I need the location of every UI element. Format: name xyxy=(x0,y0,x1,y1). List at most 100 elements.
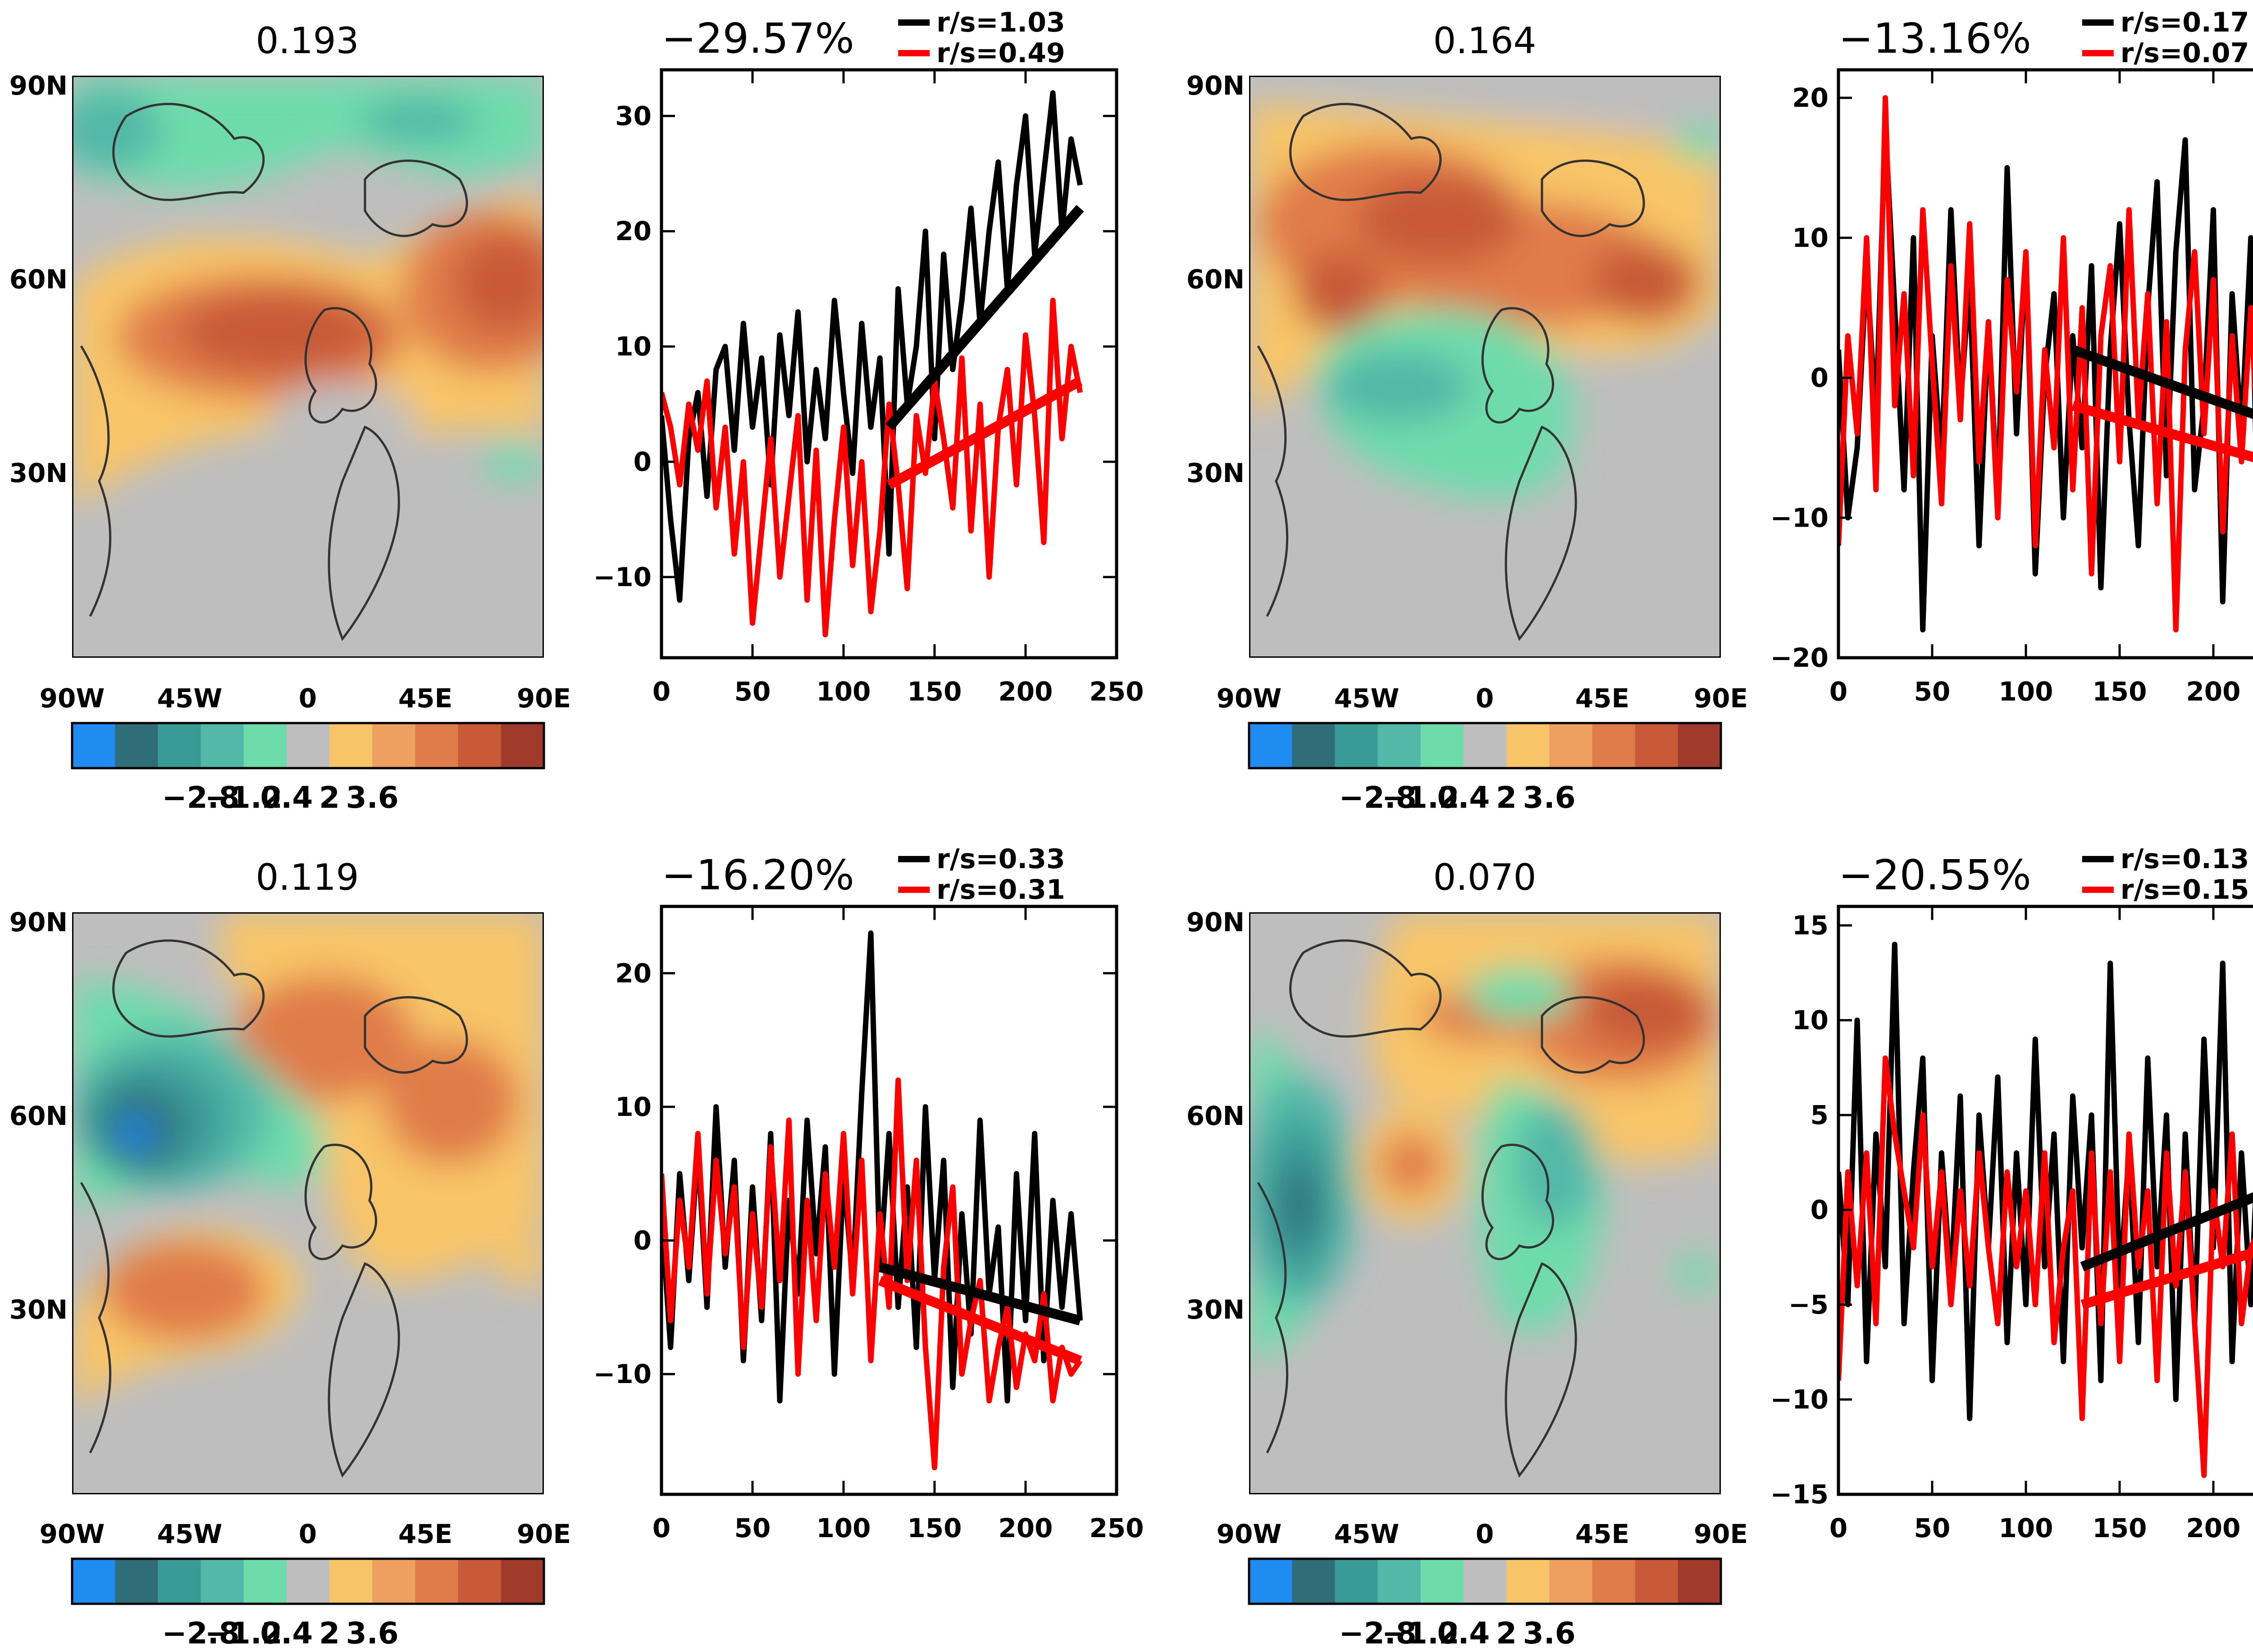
series-line-red-trend xyxy=(886,377,1083,489)
map-panel-2: 0.164 90N 60N 30N 90W xyxy=(1186,20,1748,815)
series-line-red xyxy=(1838,95,2253,633)
legend-label: r/s=0.49 xyxy=(936,37,1065,69)
colorbar-swatch xyxy=(1463,1559,1507,1604)
colorbar-swatch xyxy=(1635,723,1678,768)
colorbar-4: −2.8−1.20.4 2 3.6 xyxy=(1248,1557,1722,1651)
lon-label-90w: 90W xyxy=(1217,1519,1282,1549)
y-tick-label: −20 xyxy=(1770,642,1829,673)
timeseries-title: −29.57% xyxy=(661,14,854,63)
plot-frame xyxy=(660,68,1118,660)
x-tick-label: 150 xyxy=(2092,676,2147,707)
colorbar-swatch xyxy=(1635,1559,1678,1604)
lon-label-45w: 45W xyxy=(1334,1519,1400,1549)
lon-label-0: 0 xyxy=(1476,683,1494,714)
colorbar-label: −2.8 xyxy=(1339,780,1416,815)
colorbar-swatch xyxy=(458,723,502,768)
lon-label-90e: 90E xyxy=(1694,683,1748,714)
timeseries-title: −13.16% xyxy=(1838,14,2031,63)
x-tick-label: 50 xyxy=(734,1513,771,1543)
y-tick-label: 10 xyxy=(1792,223,1829,253)
colorbar-swatch xyxy=(1592,723,1636,768)
series-line-black xyxy=(1838,123,2253,633)
y-tick-label: −15 xyxy=(1770,1479,1829,1510)
y-tick-label: −10 xyxy=(593,1359,652,1389)
y-tick-label: 10 xyxy=(615,1092,652,1122)
lat-label-30n: 30N xyxy=(1186,1294,1245,1325)
map-panel-1: 0.193 90N 60N 30N 90W xyxy=(9,20,571,815)
y-tick-label: −5 xyxy=(1788,1289,1829,1320)
map-title-2: 0.164 xyxy=(1433,20,1536,62)
lon-label-45e: 45E xyxy=(398,683,452,714)
lat-label-60n: 60N xyxy=(9,264,68,295)
colorbar-label: 2 xyxy=(1496,780,1517,815)
x-tick-label: 0 xyxy=(1829,1513,1847,1543)
colorbar-swatch xyxy=(1249,1559,1292,1604)
x-tick-label: 0 xyxy=(1829,676,1847,707)
y-tick-label: 15 xyxy=(1792,910,1829,941)
colorbar-swatch xyxy=(243,723,287,768)
colorbar-swatch xyxy=(1420,723,1464,768)
lon-label-45w: 45W xyxy=(157,1519,223,1549)
y-tick-label: 20 xyxy=(615,958,652,988)
plot-frame xyxy=(660,905,1118,1496)
colorbar-swatch xyxy=(1335,1559,1378,1604)
colorbar-label: −1.2 xyxy=(1382,1616,1459,1651)
legend-label: r/s=0.13 xyxy=(2121,843,2249,875)
series-line-red xyxy=(661,1077,1083,1470)
y-tick-label: 0 xyxy=(634,1225,652,1256)
x-tick-label: 100 xyxy=(1998,676,2053,707)
legend-label: r/s=0.31 xyxy=(936,874,1065,906)
colorbar-label: 3.6 xyxy=(1523,1616,1576,1651)
colorbar-label: 0.4 xyxy=(260,1616,313,1651)
y-tick-label: 10 xyxy=(615,331,652,362)
colorbar-swatch xyxy=(415,723,459,768)
lon-label-90e: 90E xyxy=(1694,1519,1748,1549)
y-tick-label: 0 xyxy=(634,446,652,477)
colorbar-label: −1.2 xyxy=(205,1616,283,1651)
timeseries-title: −16.20% xyxy=(661,851,854,899)
lat-label-90n: 90N xyxy=(9,70,68,101)
series-line-black-trend xyxy=(885,205,1084,431)
colorbar-swatch xyxy=(115,723,158,768)
y-tick-label: 5 xyxy=(1811,1100,1829,1130)
map-title-1: 0.193 xyxy=(255,20,359,62)
y-tick-label: 20 xyxy=(1792,82,1829,113)
series-line-black-trend xyxy=(2080,1192,2253,1271)
map-1-lon-labels: 90W 45W 0 45E 90E xyxy=(40,683,571,714)
y-tick-label: 20 xyxy=(615,216,652,246)
colorbar-swatch xyxy=(72,1559,115,1604)
colorbar-label: 2 xyxy=(319,1616,340,1651)
colorbar-swatch xyxy=(1249,723,1292,768)
lon-label-45e: 45E xyxy=(1575,1519,1629,1549)
colorbar-swatch xyxy=(243,1559,287,1604)
x-tick-label: 0 xyxy=(652,676,670,707)
series-line-red-trend xyxy=(2071,401,2253,462)
x-tick-label: 200 xyxy=(998,676,1053,707)
colorbar-swatch xyxy=(1377,1559,1421,1604)
colorbar-swatch xyxy=(329,1559,373,1604)
colorbar-label: −2.8 xyxy=(1339,1616,1416,1651)
colorbar-3: −2.8−1.20.4 2 3.6 xyxy=(71,1557,545,1651)
colorbar-1: −2.8−1.20.4 2 3.6 xyxy=(71,722,545,815)
x-tick-label: 150 xyxy=(2092,1513,2147,1543)
colorbar-swatch xyxy=(1335,723,1378,768)
colorbar-swatch xyxy=(201,723,244,768)
colorbar-2: −2.8−1.20.4 2 3.6 xyxy=(1248,722,1722,815)
timeseries-title: −20.55% xyxy=(1838,851,2031,899)
legend-label: r/s=0.07 xyxy=(2121,37,2249,69)
map-2-lat-labels: 90N 60N 30N xyxy=(1186,70,1245,488)
x-tick-label: 0 xyxy=(652,1513,670,1543)
colorbar-frame xyxy=(71,722,545,769)
colorbar-swatch xyxy=(1549,1559,1592,1604)
lon-label-90w: 90W xyxy=(1217,683,1282,714)
lat-label-90n: 90N xyxy=(1186,907,1245,937)
legend-label: r/s=0.15 xyxy=(2121,874,2249,906)
colorbar-label: 0.4 xyxy=(260,780,313,815)
x-tick-label: 200 xyxy=(2186,1513,2240,1543)
lon-label-90e: 90E xyxy=(517,1519,571,1549)
timeseries-panel-2: 050100150200250−20−1001020−13.16%r/s=0.1… xyxy=(1770,7,2253,707)
x-tick-label: 200 xyxy=(2186,676,2240,707)
timeseries-panel-1: 0 50 100 150 200 250 −10 0 10 20 30 −29.57% r/s=1.03… xyxy=(593,7,1144,707)
series-line-black xyxy=(661,90,1083,603)
lon-label-45e: 45E xyxy=(398,1519,452,1549)
